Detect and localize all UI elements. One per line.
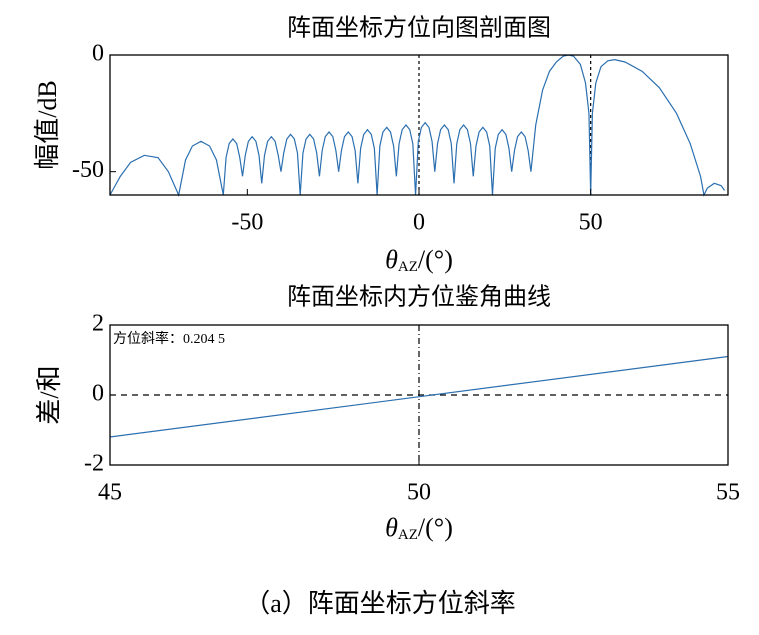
x-tick-label: 50 [407,480,431,506]
chart-title: 阵面坐标方位向图剖面图 [287,15,551,42]
x-label-unit: /(°) [418,513,453,542]
y-tick-label: -50 [72,157,104,183]
x-label-symbol: θ [385,245,398,274]
x-tick-label: 50 [579,210,603,236]
y-tick-label: 0 [92,41,104,67]
x-label-unit: /(°) [418,245,453,274]
y-tick-label: 0 [92,381,104,407]
y-tick-label: -2 [84,451,104,477]
annotation: 方位斜率：0.204 5 [113,330,225,347]
x-tick-label: 0 [413,210,425,236]
y-axis-label: 差/和 [35,365,64,424]
data-line [109,355,729,438]
y-axis-label: 幅值/dB [33,80,62,170]
chart-title: 阵面坐标内方位鉴角曲线 [287,284,551,311]
x-axis-label: θAZ/(°) [385,245,453,275]
x-axis-label: θAZ/(°) [385,513,453,543]
x-label-symbol: θ [385,513,398,542]
x-label-sub: AZ [398,259,418,275]
x-tick-label: -50 [231,210,263,236]
caption: （a）阵面坐标方位斜率 [244,589,516,618]
y-tick-label: 2 [92,311,104,337]
x-tick-label: 45 [98,480,122,506]
data-line [109,54,726,197]
x-label-sub: AZ [398,527,418,543]
x-tick-label: 55 [716,480,740,506]
